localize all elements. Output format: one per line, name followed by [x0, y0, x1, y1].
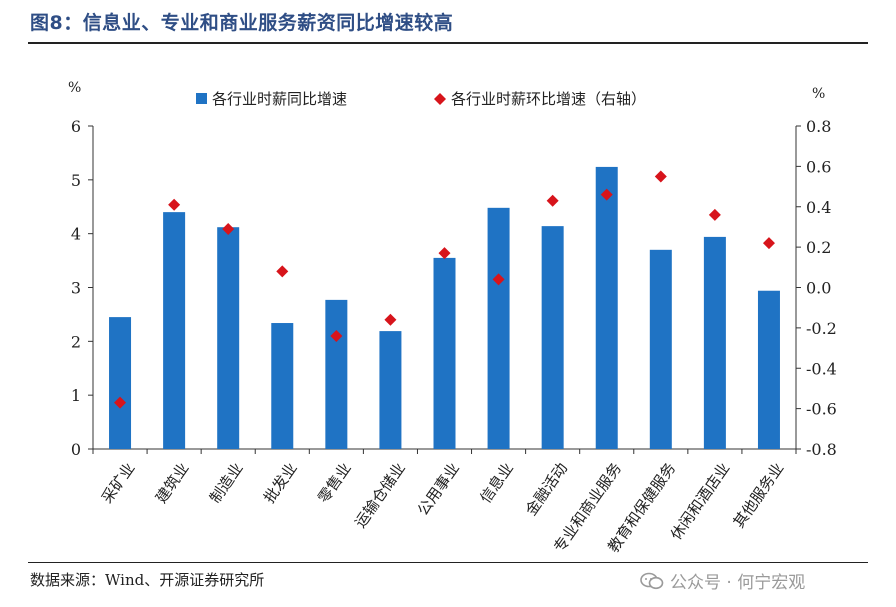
y2-tick-label: -0.6: [806, 400, 837, 419]
legend-marker-swatch: [434, 93, 446, 105]
marker-point: [330, 329, 343, 342]
legend-marker-label: 各行业时薪环比增速（右轴）: [451, 90, 646, 108]
y2-tick-label: -0.4: [806, 359, 837, 378]
legend-bar-swatch: [196, 93, 207, 104]
x-tick-label: 公用事业: [414, 459, 463, 518]
x-tick-label: 采矿业: [98, 459, 139, 506]
bar: [703, 236, 726, 449]
marker-point: [600, 188, 613, 201]
bar: [379, 331, 402, 449]
bars: [109, 166, 780, 449]
bar: [595, 166, 618, 449]
y-tick-label: 3: [71, 279, 81, 298]
bar: [433, 257, 456, 449]
bottom-rule: [28, 562, 868, 563]
top-rule: [28, 42, 868, 44]
marker-point: [114, 396, 127, 409]
y2-tick-label: 0.6: [806, 157, 831, 176]
watermark: 公众号 · 何宁宏观: [640, 568, 805, 593]
y-tick-label: 1: [71, 386, 81, 405]
x-tick-label: 建筑业: [152, 459, 193, 506]
wechat-icon: [640, 572, 664, 589]
bar: [109, 317, 132, 449]
chart: 各行业时薪同比增速 各行业时薪环比增速（右轴） % % 0 1 2 3 4 5 6 -0.8 -…: [68, 80, 837, 556]
bar: [217, 227, 240, 449]
bar: [541, 226, 564, 449]
y-tick-label: 5: [71, 171, 81, 190]
y2-tick-label: 0.0: [806, 279, 831, 298]
figure-title: 图8：信息业、专业和商业服务薪资同比增速较高: [30, 12, 454, 34]
y2-tick-label: -0.8: [806, 440, 837, 459]
marker-point: [438, 247, 451, 260]
x-tick-label: 批发业: [260, 459, 301, 506]
marker-point: [384, 313, 397, 326]
marker-point: [222, 222, 235, 235]
y2-tick-label: 0.4: [806, 198, 831, 217]
marker-point: [492, 273, 505, 286]
y-tick-label: 2: [71, 332, 81, 351]
legend: 各行业时薪同比增速 各行业时薪环比增速（右轴）: [196, 90, 646, 108]
x-tick-label: 信息业: [476, 459, 517, 506]
x-tick-label: 零售业: [314, 459, 355, 506]
source-note: 数据来源：Wind、开源证券研究所: [30, 571, 265, 589]
x-tick-label: 运输仓储业: [351, 459, 409, 531]
watermark-text: 公众号 · 何宁宏观: [670, 573, 806, 593]
y-tick-label: 6: [71, 117, 81, 136]
bar: [325, 299, 348, 449]
marker-point: [546, 194, 559, 207]
x-tick-label: 制造业: [206, 459, 247, 506]
marker-point: [276, 265, 289, 278]
y-tick-label: 0: [71, 440, 81, 459]
x-tick-label: 其他服务业: [730, 459, 788, 531]
bar: [757, 290, 780, 449]
x-tick-label: 金融活动: [522, 459, 571, 518]
legend-bar-label: 各行业时薪同比增速: [212, 90, 347, 108]
y2-tick-label: 0.2: [806, 238, 831, 257]
y-tick-label: 4: [71, 225, 81, 244]
marker-point: [654, 170, 667, 183]
bar: [163, 212, 186, 449]
y2-tick-label: -0.2: [806, 319, 837, 338]
marker-point: [168, 198, 181, 211]
marker-point: [762, 237, 775, 250]
bar: [271, 323, 294, 449]
y2-axis-unit: %: [812, 86, 825, 102]
bar: [487, 207, 510, 449]
marker-point: [708, 208, 721, 221]
bar: [649, 249, 672, 449]
y-axis-unit: %: [68, 80, 81, 96]
markers: [114, 170, 775, 409]
y2-tick-label: 0.8: [806, 117, 831, 136]
